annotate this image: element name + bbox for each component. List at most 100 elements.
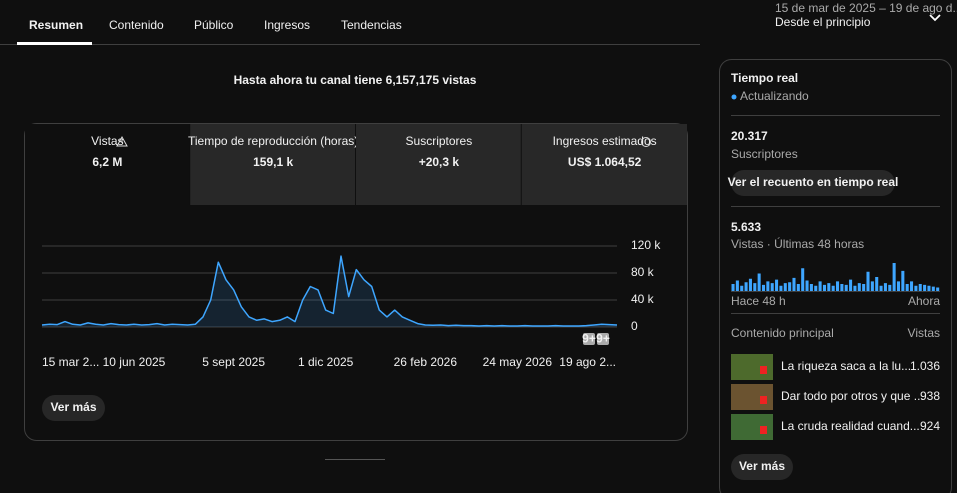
realtime-more-button[interactable] <box>731 454 793 480</box>
metric-value[interactable]: 159,1 k <box>253 155 293 169</box>
annotation-badge[interactable] <box>583 333 595 345</box>
status-dot <box>731 94 737 100</box>
warning-icon <box>116 135 128 147</box>
bar <box>923 284 927 291</box>
bar <box>936 287 940 291</box>
bar <box>901 270 905 291</box>
bar <box>840 284 844 291</box>
metric-label[interactable]: Tiempo de reproducción (horas) <box>188 134 358 148</box>
bar <box>831 285 835 291</box>
bar <box>896 281 901 291</box>
content-title[interactable]: La riqueza saca a la lu... <box>781 359 911 373</box>
bar <box>822 284 826 291</box>
bar <box>888 284 892 291</box>
thumbnail-badge[interactable] <box>760 396 767 404</box>
bar <box>836 281 840 291</box>
bar <box>879 285 883 291</box>
thumbnail-badge[interactable] <box>760 426 767 434</box>
tab[interactable]: Contenido <box>109 18 164 32</box>
bar <box>801 268 805 291</box>
bar <box>814 285 818 291</box>
bar <box>866 271 870 291</box>
bar <box>805 280 809 291</box>
bar <box>783 283 787 291</box>
metric-label[interactable]: Suscriptores <box>406 134 473 148</box>
bar <box>766 281 770 291</box>
bar <box>918 284 922 291</box>
content-views: 1.036 <box>910 359 940 373</box>
headline: Hasta ahora tu canal tiene 6,157,175 vis… <box>234 73 477 87</box>
realtime-status: Actualizando <box>740 89 809 103</box>
date-range[interactable]: 15 de mar de 2025 – 19 de ago d... <box>775 1 957 15</box>
realtime-title: Tiempo real <box>731 71 798 85</box>
content-title[interactable]: Dar todo por otros y que ... <box>781 389 924 403</box>
metric-tab[interactable] <box>521 124 687 205</box>
bar <box>748 278 752 291</box>
annotation[interactable]: 9+ <box>582 332 596 346</box>
x-tick-label: 1 dic 2025 <box>298 355 354 369</box>
x-tick-label: 19 ago 2... <box>559 355 616 369</box>
bar <box>883 283 887 291</box>
more-button-label[interactable]: Ver más <box>50 400 96 414</box>
y-tick-label: 40 k <box>631 292 655 306</box>
metric-value[interactable]: US$ 1.064,52 <box>568 155 642 169</box>
metric-tab[interactable] <box>356 124 521 205</box>
subscribers-label: Suscriptores <box>731 147 798 161</box>
views-value: 5.633 <box>731 220 761 234</box>
bar <box>870 281 874 291</box>
bar <box>753 283 757 291</box>
y-tick-label: 0 <box>631 319 638 333</box>
tab[interactable]: Público <box>194 18 234 32</box>
chevron[interactable] <box>929 14 941 22</box>
y-tick-label: 80 k <box>631 265 655 279</box>
metric-value[interactable]: 6,2 M <box>92 155 122 169</box>
bar <box>862 284 866 291</box>
metric-label[interactable]: Vistas <box>91 134 123 148</box>
bar <box>770 283 774 291</box>
bar-start-label: Hace 48 h <box>731 294 786 308</box>
tab[interactable]: Ingresos <box>264 18 310 32</box>
metric-value[interactable]: +20,3 k <box>419 155 460 169</box>
realtime-panel <box>719 59 952 493</box>
tab[interactable]: Resumen <box>29 18 83 32</box>
bar <box>914 285 918 291</box>
tab[interactable]: Tendencias <box>341 18 402 32</box>
bar <box>792 277 796 291</box>
metric-tab[interactable] <box>25 124 190 205</box>
annotation[interactable]: 9+ <box>596 332 610 346</box>
bar <box>757 273 761 291</box>
annotation-badge[interactable] <box>597 333 609 345</box>
metric-tab[interactable] <box>190 124 355 205</box>
bar <box>844 284 848 291</box>
bar <box>744 282 748 291</box>
more-button[interactable] <box>42 395 105 421</box>
x-tick-label: 15 mar 2... <box>42 355 99 369</box>
bar <box>910 281 914 291</box>
bar <box>731 284 735 291</box>
bar <box>849 279 853 291</box>
realtime-button-label[interactable]: Ver el recuento en tiempo real <box>728 175 899 189</box>
bar <box>735 280 739 291</box>
y-tick-label: 120 k <box>631 238 661 252</box>
subscribers-value: 20.317 <box>731 129 768 143</box>
content-views: 938 <box>920 389 940 403</box>
thumbnail-badge[interactable] <box>760 366 767 374</box>
views-label: Vistas · Últimas 48 horas <box>731 236 864 251</box>
x-tick-label: 10 jun 2025 <box>103 355 166 369</box>
bar <box>927 285 931 291</box>
x-tick-label: 24 may 2026 <box>483 355 553 369</box>
x-tick-label: 26 feb 2026 <box>394 355 458 369</box>
bar <box>796 284 800 291</box>
date-range-label[interactable]: Desde el principio <box>775 15 871 29</box>
realtime-more-button-label[interactable]: Ver más <box>739 459 785 473</box>
bar <box>775 279 779 291</box>
bar <box>779 285 783 291</box>
realtime-button[interactable] <box>731 170 895 196</box>
tab-indicator <box>17 42 92 45</box>
info-icon <box>641 137 651 147</box>
content-title[interactable]: La cruda realidad cuand... <box>781 419 920 433</box>
metric-label[interactable]: Ingresos estimados <box>553 134 657 148</box>
top-content-column: Vistas <box>908 326 940 340</box>
bar <box>905 284 909 291</box>
